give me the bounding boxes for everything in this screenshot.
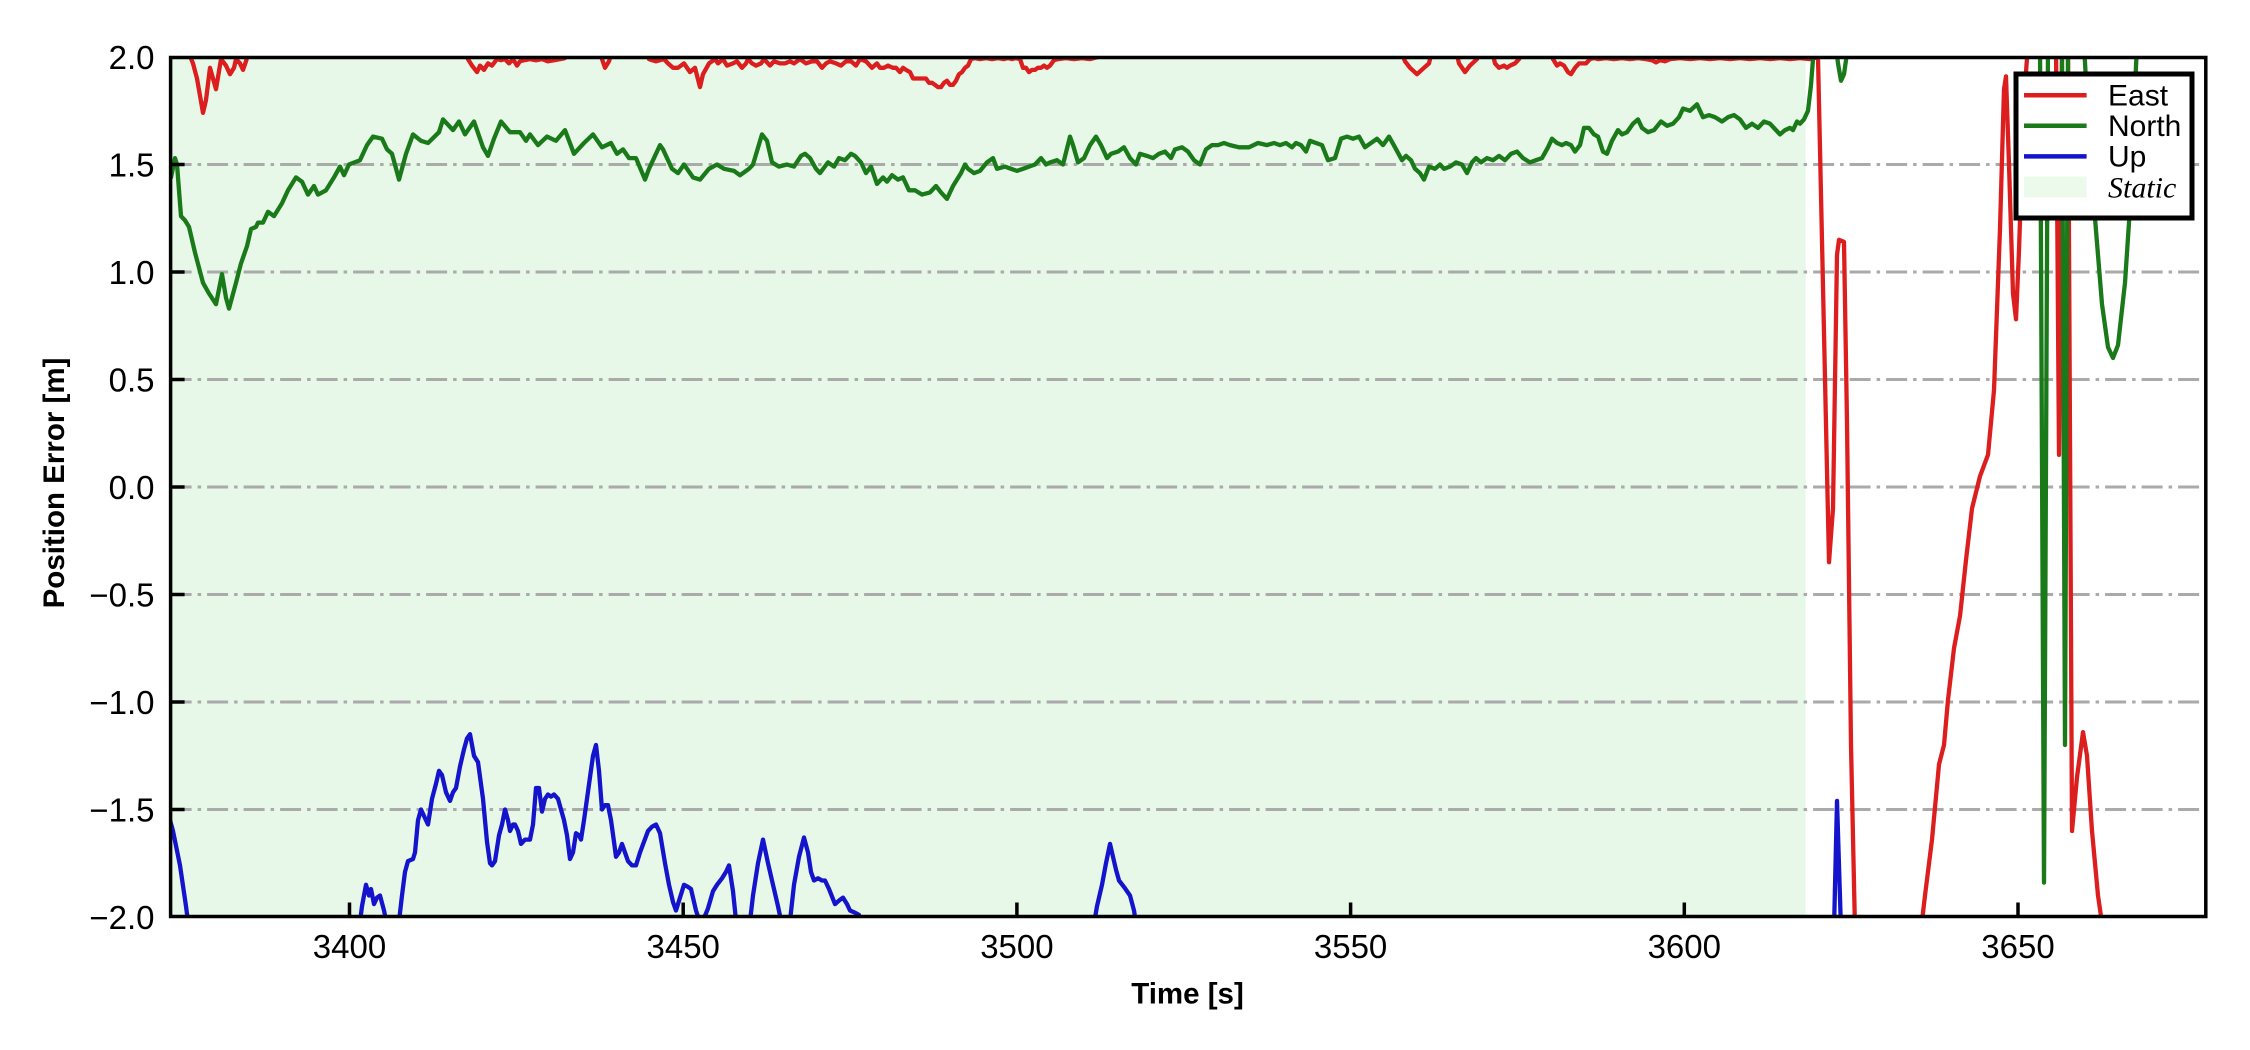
svg-text:Position Error [m]: Position Error [m] (38, 358, 71, 609)
svg-text:3650: 3650 (1981, 928, 2054, 965)
svg-text:3500: 3500 (980, 928, 1053, 965)
svg-text:−2.0: −2.0 (89, 899, 154, 936)
svg-text:1.5: 1.5 (109, 147, 155, 184)
svg-text:0.0: 0.0 (109, 469, 155, 506)
svg-text:−1.0: −1.0 (89, 684, 154, 721)
svg-text:Static: Static (2108, 171, 2176, 204)
svg-text:−0.5: −0.5 (89, 577, 154, 614)
svg-text:3550: 3550 (1314, 928, 1387, 965)
svg-text:−1.5: −1.5 (89, 792, 154, 829)
svg-text:3600: 3600 (1648, 928, 1721, 965)
svg-text:Time [s]: Time [s] (1131, 978, 1244, 1011)
svg-text:North: North (2108, 110, 2181, 143)
svg-text:2.0: 2.0 (109, 39, 155, 76)
svg-text:1.0: 1.0 (109, 254, 155, 291)
svg-text:3450: 3450 (646, 928, 719, 965)
svg-text:0.5: 0.5 (109, 362, 155, 399)
svg-text:Up: Up (2108, 141, 2146, 174)
svg-text:3400: 3400 (313, 928, 386, 965)
svg-text:East: East (2108, 80, 2169, 113)
